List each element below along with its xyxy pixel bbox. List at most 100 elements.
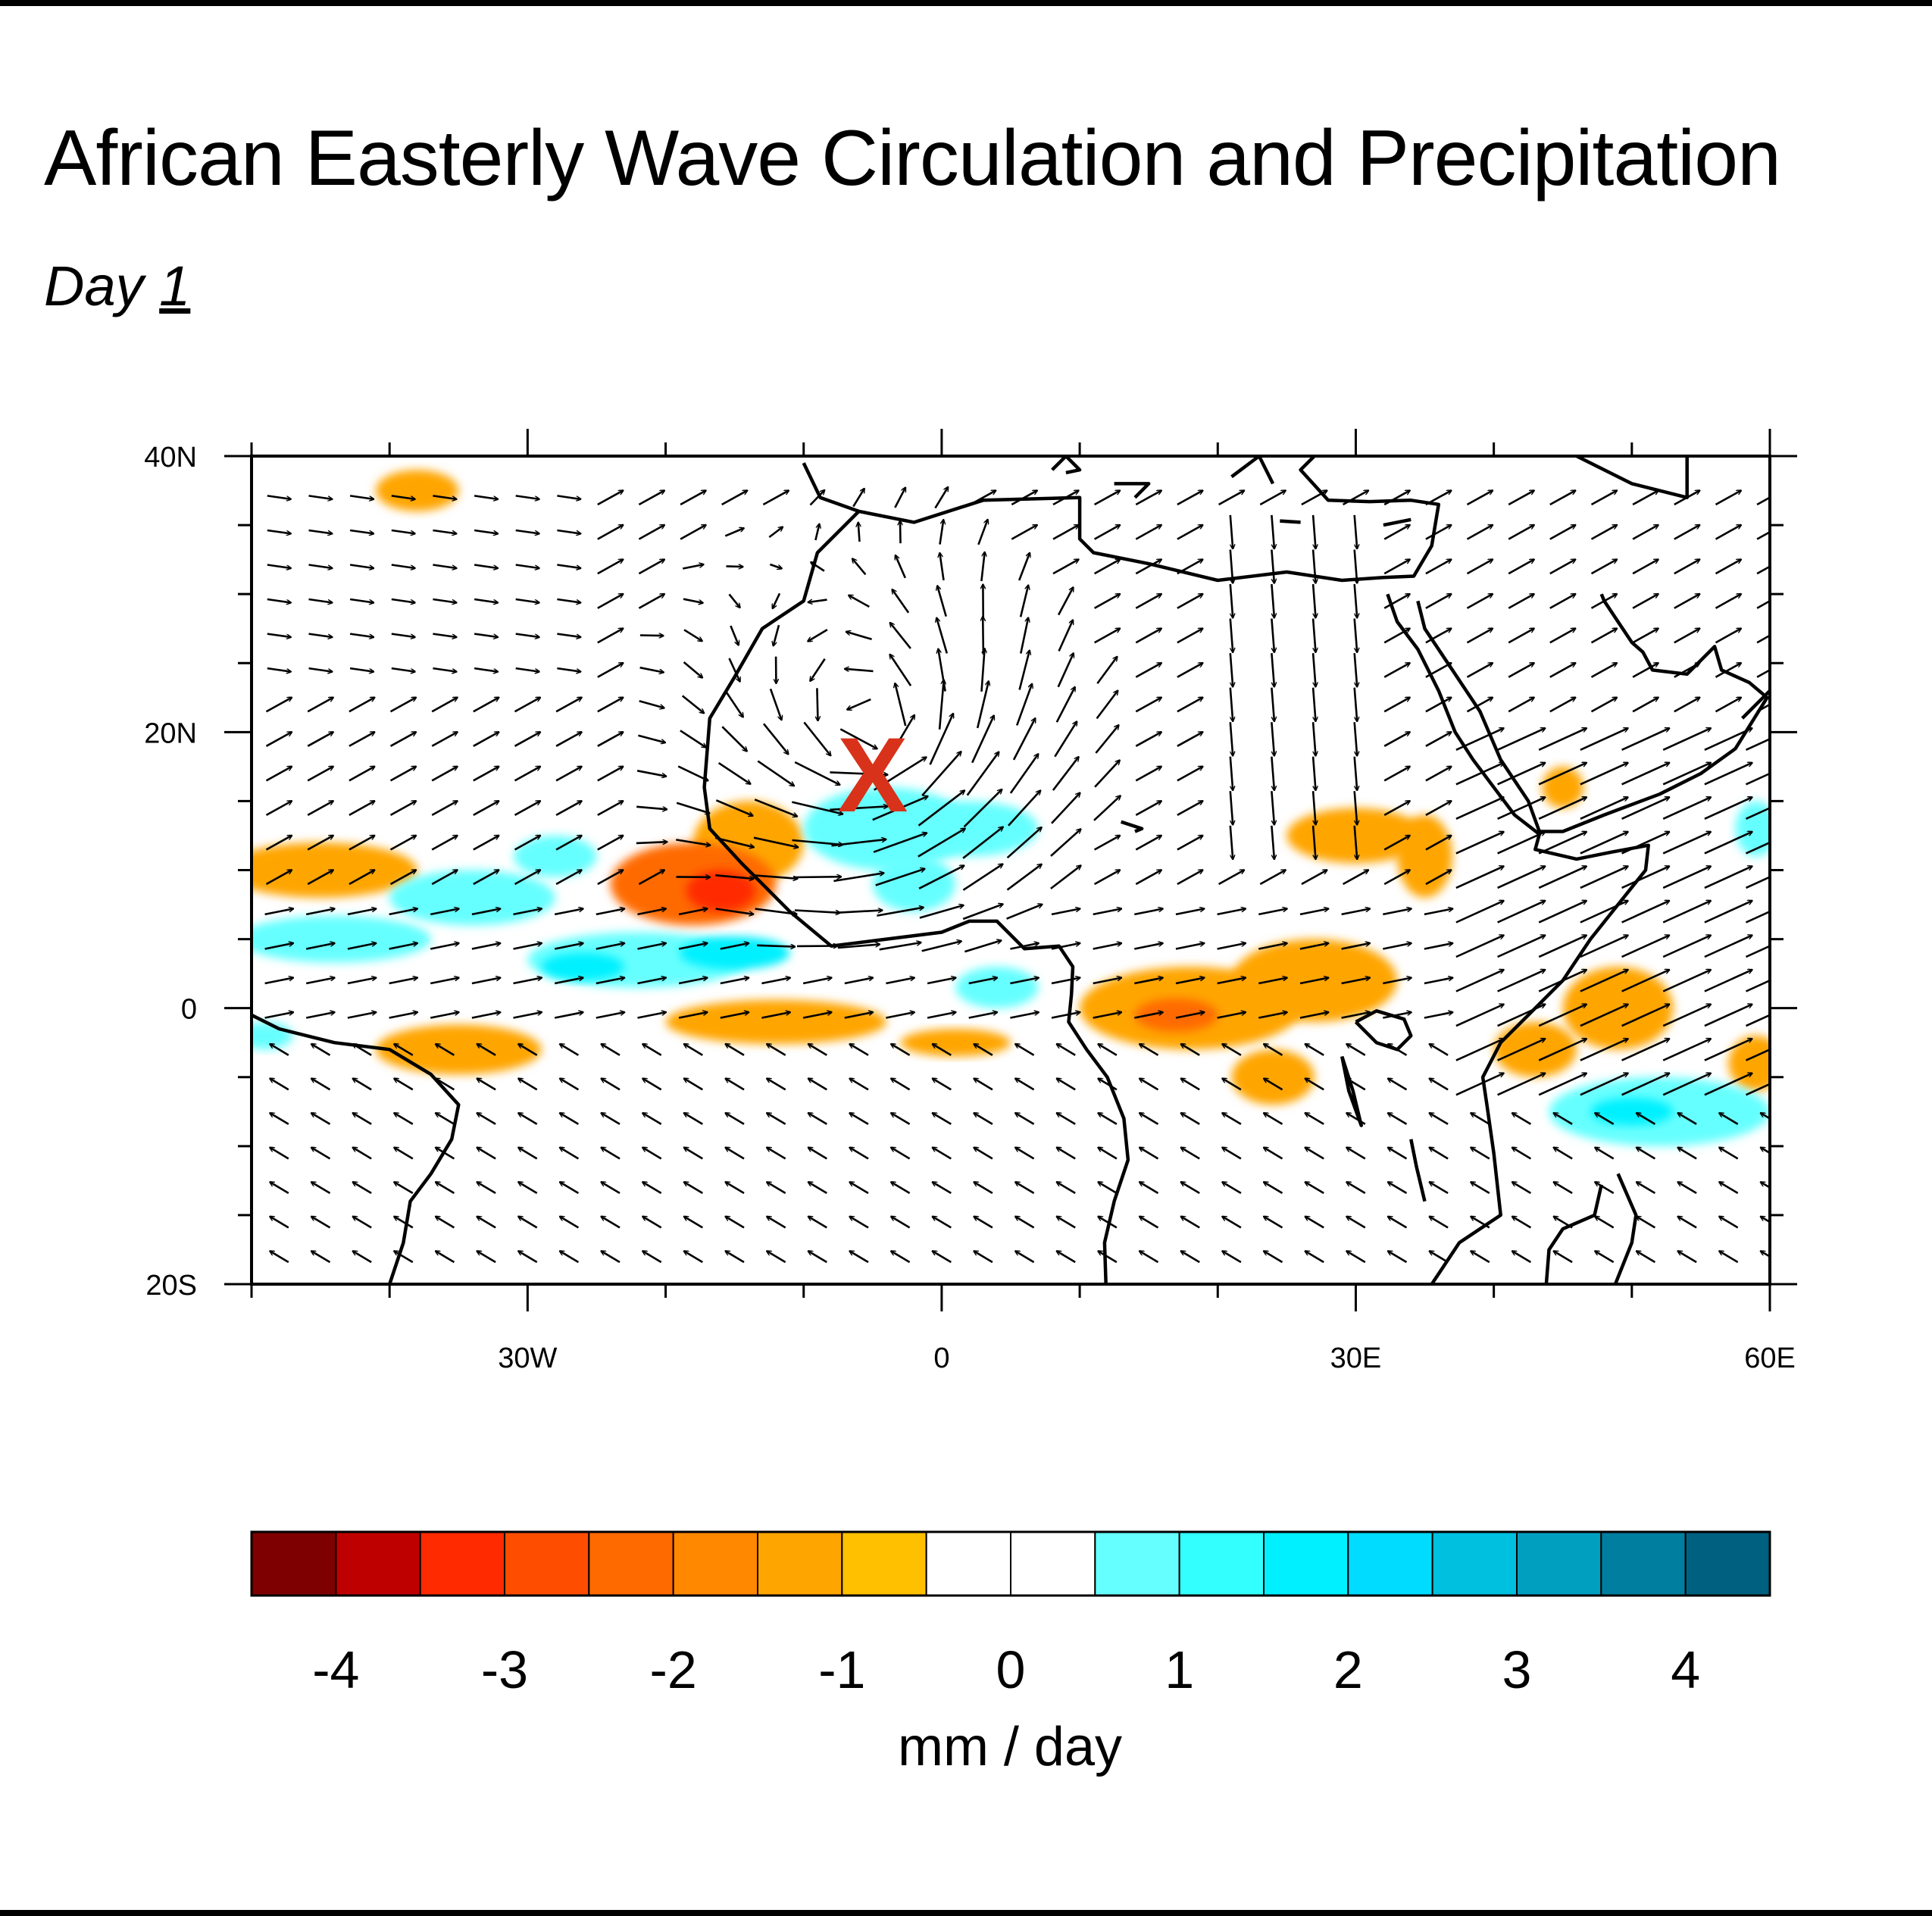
wind-vector-150 xyxy=(352,1113,372,1125)
wind-vector-145 xyxy=(1677,1148,1697,1160)
wind-vector-353 xyxy=(1093,943,1122,950)
wind-vector-602 xyxy=(681,695,705,713)
wind-vector-601 xyxy=(639,700,664,708)
wind-vector-384 xyxy=(835,911,882,914)
colorbar-label: 1 xyxy=(1165,1640,1194,1699)
wind-vector-125 xyxy=(849,1148,869,1160)
wind-vector-533 xyxy=(874,757,927,791)
wind-vector-584 xyxy=(1455,728,1504,751)
wind-vector-236 xyxy=(849,1044,869,1056)
wind-vector-27 xyxy=(1388,1251,1408,1264)
wind-vector-667 xyxy=(308,633,333,637)
wind-vector-597 xyxy=(473,696,499,713)
wind-vector-363 xyxy=(1497,935,1546,958)
wind-vector-805 xyxy=(1425,524,1452,540)
wind-vector-314 xyxy=(1010,978,1039,985)
wind-vector-292 xyxy=(1621,1005,1670,1027)
wind-vector-83 xyxy=(642,1182,662,1195)
wind-vector-494 xyxy=(792,801,843,814)
wind-vector-809 xyxy=(1590,524,1618,540)
wind-vector-227 xyxy=(477,1044,496,1056)
wind-vector-788 xyxy=(724,528,744,537)
wind-vector-300 xyxy=(430,978,459,985)
wind-vector-402 xyxy=(1580,901,1628,924)
wind-vector-706 xyxy=(391,598,415,603)
wind-vector-695 xyxy=(1466,627,1493,644)
wind-vector-752 xyxy=(769,563,782,569)
wind-vector-657 xyxy=(1425,661,1452,678)
wind-vector-795 xyxy=(1011,524,1037,540)
wind-vector-636 xyxy=(557,667,580,672)
wind-vector-582 xyxy=(1383,730,1410,747)
wind-vector-803 xyxy=(1353,514,1358,549)
wind-vector-294 xyxy=(1704,1005,1752,1027)
wind-vector-2 xyxy=(352,1251,372,1264)
wind-vector-96 xyxy=(1181,1182,1200,1195)
wind-vector-828 xyxy=(852,489,864,508)
wind-vector-15 xyxy=(891,1251,911,1264)
wind-vector-84 xyxy=(684,1182,703,1195)
wind-vector-766 xyxy=(1353,549,1358,584)
wind-vector-341 xyxy=(596,943,625,950)
wind-vector-600 xyxy=(597,696,624,713)
wind-vector-702 xyxy=(1756,634,1770,644)
wind-vector-567 xyxy=(762,723,789,754)
wind-vector-132 xyxy=(1140,1148,1159,1160)
wind-vector-838 xyxy=(1259,489,1286,506)
wind-vector-565 xyxy=(680,730,706,747)
wind-vector-518 xyxy=(265,765,292,782)
wind-vector-510 xyxy=(1455,797,1504,820)
wind-vector-594 xyxy=(349,696,375,713)
wind-vector-122 xyxy=(725,1148,745,1160)
precip-anomaly-31 xyxy=(686,870,755,912)
wind-vector-322 xyxy=(1341,978,1371,985)
wind-vector-614 xyxy=(1177,696,1203,713)
wind-vector-776 xyxy=(1756,565,1770,575)
wind-vector-791 xyxy=(858,522,860,542)
wind-vector-427 xyxy=(1093,869,1121,886)
wind-vector-464 xyxy=(1093,834,1121,851)
wind-vector-541 xyxy=(1229,756,1233,791)
wind-vector-779 xyxy=(349,529,374,533)
wind-vector-750 xyxy=(682,564,704,570)
wind-vector-174 xyxy=(1346,1113,1366,1125)
wind-vector-85 xyxy=(725,1182,745,1195)
wind-vector-25 xyxy=(1305,1251,1324,1264)
wind-vector-237 xyxy=(891,1044,911,1056)
wind-vector-577 xyxy=(1177,730,1203,747)
wind-vector-831 xyxy=(970,489,996,506)
wind-vector-54 xyxy=(974,1217,993,1229)
wind-vector-516 xyxy=(1704,797,1752,820)
wind-vector-390 xyxy=(1093,908,1122,916)
top-frame-bar xyxy=(0,0,1932,6)
wind-vector-736 xyxy=(1632,592,1658,609)
wind-vector-707 xyxy=(433,598,456,603)
wind-vector-754 xyxy=(852,558,867,576)
wind-vector-630 xyxy=(308,667,333,672)
wind-vector-295 xyxy=(1745,1014,1770,1027)
wind-vector-253 xyxy=(1538,1039,1587,1061)
wind-vector-586 xyxy=(1538,728,1587,751)
wind-vector-91 xyxy=(974,1182,993,1195)
wind-vector-182 xyxy=(1677,1113,1697,1125)
wind-vector-491 xyxy=(676,802,710,814)
wind-vector-246 xyxy=(1264,1044,1283,1056)
wind-vector-539 xyxy=(1135,765,1161,782)
wind-vector-39 xyxy=(352,1217,372,1229)
wind-vector-247 xyxy=(1305,1044,1324,1056)
wind-vector-733 xyxy=(1508,592,1534,609)
wind-vector-120 xyxy=(642,1148,662,1160)
wind-vector-658 xyxy=(1466,661,1493,678)
wind-vector-200 xyxy=(891,1078,911,1091)
wind-vector-701 xyxy=(1715,627,1742,644)
wind-vector-118 xyxy=(560,1148,580,1160)
wind-vector-307 xyxy=(720,978,749,985)
wind-vector-63 xyxy=(1346,1217,1366,1229)
wind-vector-441 xyxy=(1662,866,1711,889)
coastline-12 xyxy=(1051,456,1082,475)
wind-vector-201 xyxy=(933,1078,952,1091)
wind-vector-385 xyxy=(877,908,924,917)
coastline-14 xyxy=(1230,456,1275,485)
figure-subtitle: Day 1 xyxy=(44,254,190,318)
wind-vector-492 xyxy=(715,799,752,816)
